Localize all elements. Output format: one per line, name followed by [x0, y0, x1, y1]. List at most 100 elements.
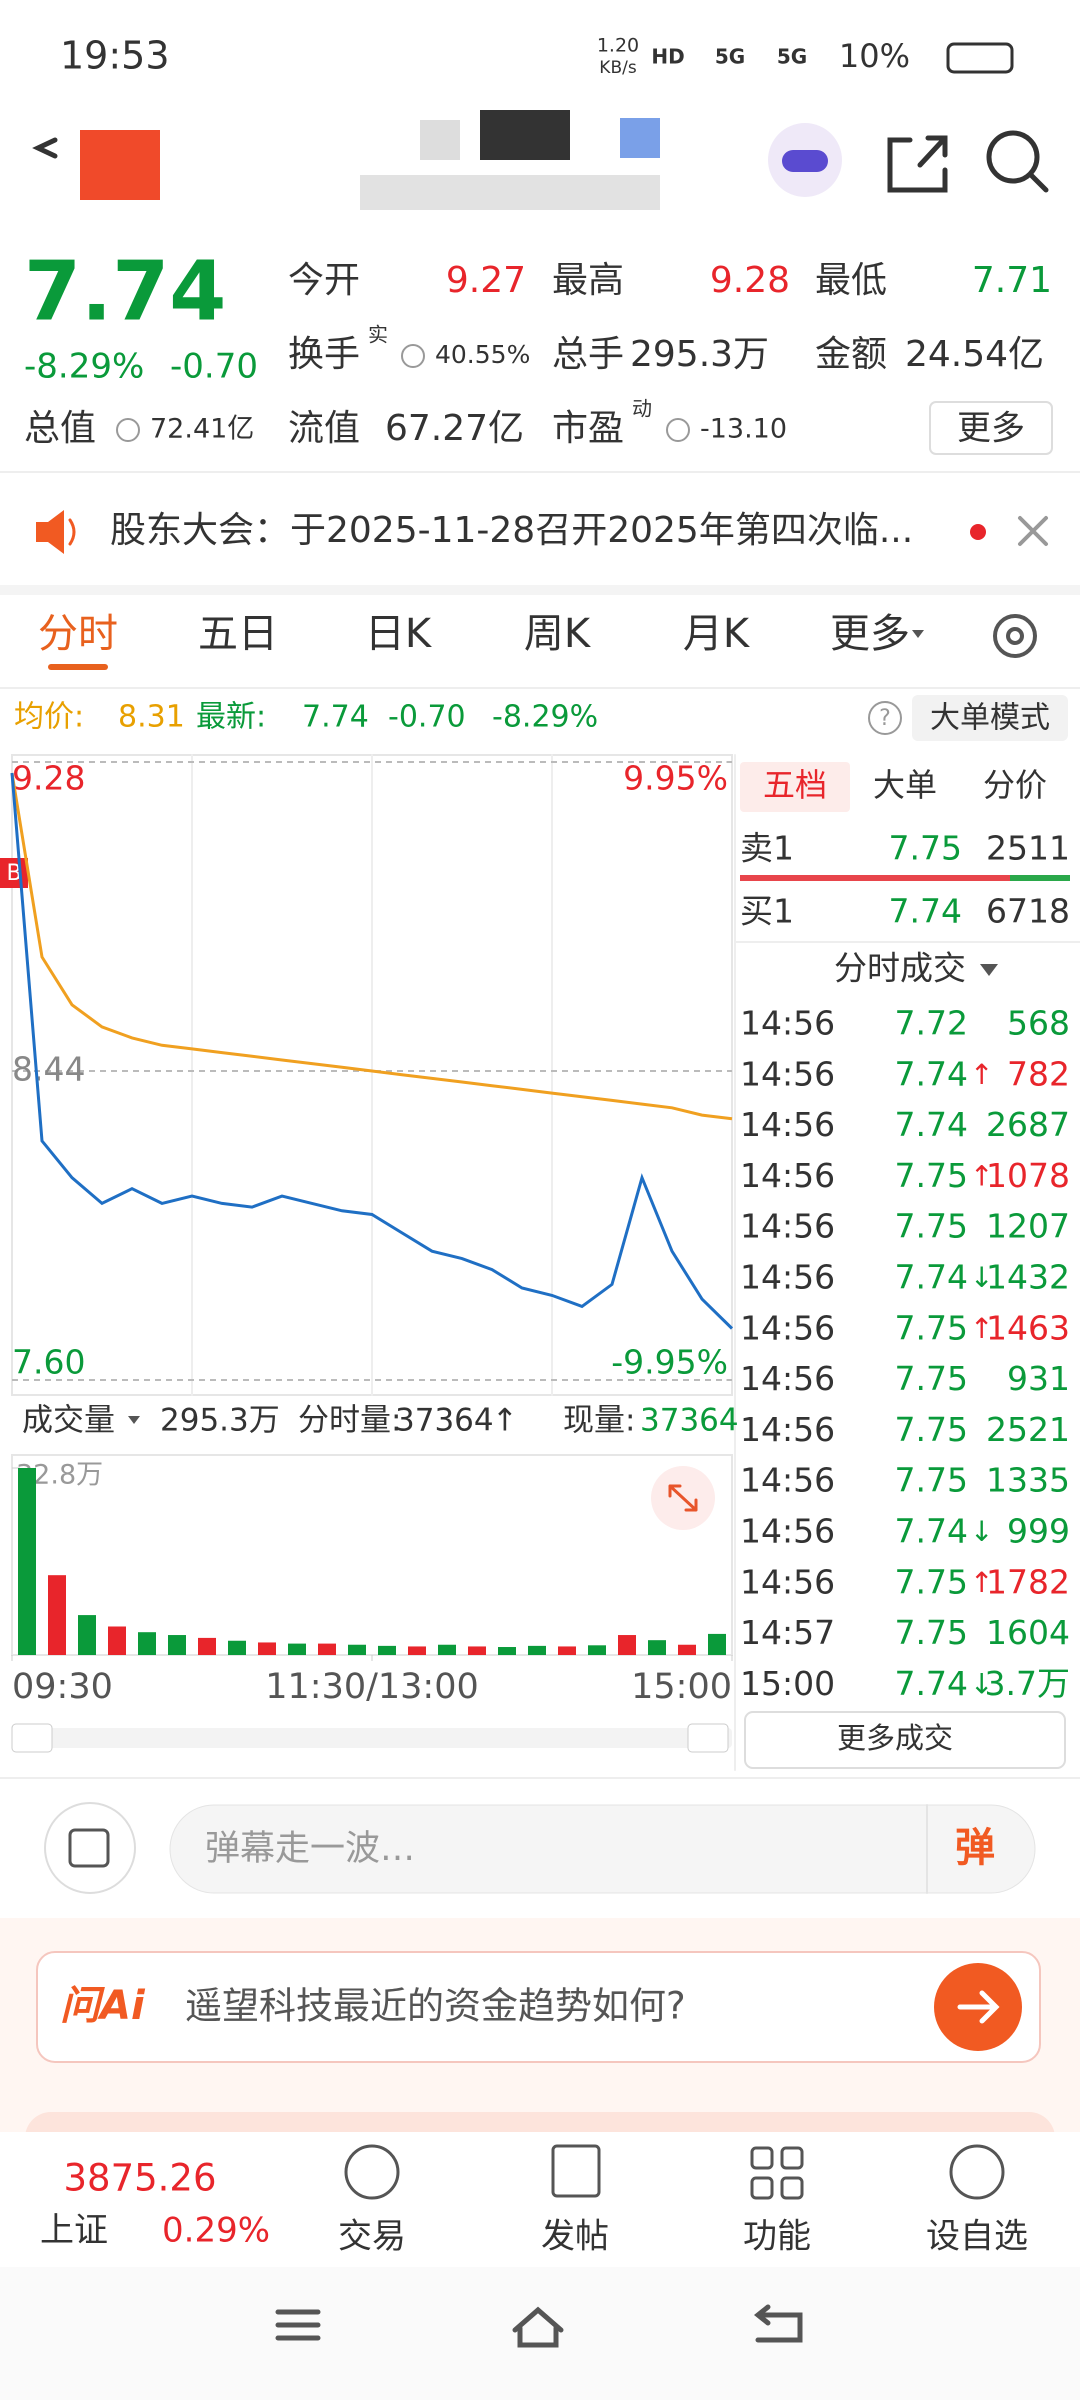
trade-arrow: ↑ [970, 1159, 993, 1192]
trade-volume: 2687 [986, 1105, 1070, 1144]
field-label: 换手 [288, 334, 360, 375]
volume-bar [168, 1635, 186, 1655]
trade-time: 14:56 [740, 1359, 835, 1398]
field-label: 总手 [552, 334, 624, 375]
y-tick-label: 7.60 [12, 1343, 85, 1382]
dropdown-caret [980, 964, 998, 976]
x-tick-label: 09:30 [12, 1667, 113, 1707]
tab[interactable]: 月K [683, 611, 751, 657]
tab[interactable]: 分时 [38, 611, 118, 657]
field-label: 市盈 [552, 408, 624, 449]
trade-time: 14:56 [740, 1207, 835, 1246]
trade-arrow: ↓ [970, 1667, 993, 1700]
field-label: 今开 [288, 260, 360, 301]
trade-price: 7.75 [895, 1308, 968, 1347]
ai-prompt[interactable]: 遥望科技最近的资金趋势如何? [185, 1985, 686, 2028]
field-label: 最高 [552, 260, 624, 301]
trades-title: 分时成交 [834, 949, 966, 988]
info-avg-label: 均价: [14, 700, 84, 735]
field-value: 72.41亿 [150, 414, 254, 445]
tab[interactable]: 五日 [198, 611, 278, 657]
trade-price: 7.74 [895, 1258, 968, 1297]
trade-price: 7.75 [895, 1461, 968, 1500]
trade-price: 7.72 [895, 1004, 968, 1043]
index-name: 上证 [40, 2211, 108, 2251]
buy-marker: B [6, 861, 21, 886]
trade-time: 15:00 [740, 1664, 835, 1703]
info-icon [116, 418, 140, 442]
volume-bar [468, 1646, 486, 1655]
field-label: 金额 [815, 334, 887, 375]
ai-logo: 问Ai [60, 1983, 146, 2029]
trade-volume: 3.7万 [985, 1664, 1070, 1703]
volume-bar [228, 1640, 246, 1655]
x-tick-label: 11:30/13:00 [265, 1667, 479, 1707]
more-trades[interactable]: 更多成交 [837, 1721, 953, 1755]
dropdown-caret [128, 1416, 140, 1424]
nav-item[interactable]: 设自选 [926, 2217, 1028, 2257]
net-speed: 1.20 [597, 35, 639, 57]
volume-bar [558, 1646, 576, 1655]
volume-period-arrow: ↑ [492, 1403, 518, 1439]
volume-bar [588, 1645, 606, 1655]
trade-volume: 1604 [986, 1613, 1070, 1652]
volume-bar [378, 1645, 396, 1655]
trade-price: 7.75 [895, 1156, 968, 1195]
trade-volume: 1078 [986, 1156, 1070, 1195]
trade-arrow: ↓ [970, 1261, 993, 1294]
tab[interactable]: 更多 [830, 611, 910, 657]
series-line [10, 772, 733, 1121]
tab[interactable]: 日K [365, 611, 433, 657]
trade-time: 14:56 [740, 1105, 835, 1144]
danmu-input[interactable]: 弹幕走一波… [205, 1829, 415, 1869]
notice-text: 股东大会：于2025-11-28召开2025年第四次临... [110, 510, 913, 551]
trade-price: 7.74 [895, 1512, 968, 1551]
danmu-button[interactable]: 弹 [955, 1825, 995, 1871]
info-latest: 7.74 [302, 700, 369, 735]
volume-label: 成交量 [22, 1403, 115, 1439]
field-sup: 实 [368, 323, 388, 347]
trade-price: 7.74 [895, 1054, 968, 1093]
field-value: 24.54亿 [905, 334, 1044, 375]
nav-item[interactable]: 功能 [743, 2217, 811, 2257]
volume-bar [288, 1643, 306, 1655]
volume-bar [108, 1626, 126, 1655]
nav-item[interactable]: 交易 [338, 2217, 406, 2257]
book-price: 7.74 [889, 892, 962, 931]
field-value: 9.27 [446, 260, 526, 301]
trade-time: 14:56 [740, 1512, 835, 1551]
book-label: 买1 [740, 892, 794, 931]
layout: ? [0, 42, 1080, 2400]
field-label: 流值 [288, 408, 360, 449]
x-tick-label: 15:00 [631, 1667, 732, 1707]
nav-item[interactable]: 发帖 [541, 2217, 609, 2257]
book-tab[interactable]: 五档 [763, 766, 827, 804]
trade-volume: 1207 [986, 1207, 1070, 1246]
trade-time: 14:56 [740, 1461, 835, 1500]
mode-button[interactable]: 大单模式 [930, 701, 1050, 736]
info-icon [401, 344, 425, 368]
trade-arrow: ↑ [970, 1058, 993, 1091]
series-line [10, 772, 734, 1330]
field-value: -13.10 [700, 414, 787, 445]
volume-bar [348, 1644, 366, 1655]
signal-label: HD [651, 45, 684, 69]
book-tab[interactable]: 分价 [983, 766, 1047, 804]
tab[interactable]: 周K [524, 611, 592, 657]
status-time: 19:53 [60, 34, 170, 78]
book-tab[interactable]: 大单 [873, 766, 937, 804]
trade-volume: 931 [1007, 1359, 1070, 1398]
y-tick-label: 8.44 [12, 1050, 85, 1089]
trade-price: 7.74 [895, 1664, 968, 1703]
volume-now-label: 现量: [563, 1403, 635, 1439]
volume-bar [498, 1647, 516, 1655]
trade-volume: 568 [1007, 1004, 1070, 1043]
trade-time: 14:56 [740, 1308, 835, 1347]
svg-text:?: ? [879, 706, 891, 731]
trade-time: 14:56 [740, 1258, 835, 1297]
more-button [929, 401, 1053, 455]
price: 7.74 [24, 244, 226, 339]
trade-volume: 1782 [986, 1562, 1070, 1601]
